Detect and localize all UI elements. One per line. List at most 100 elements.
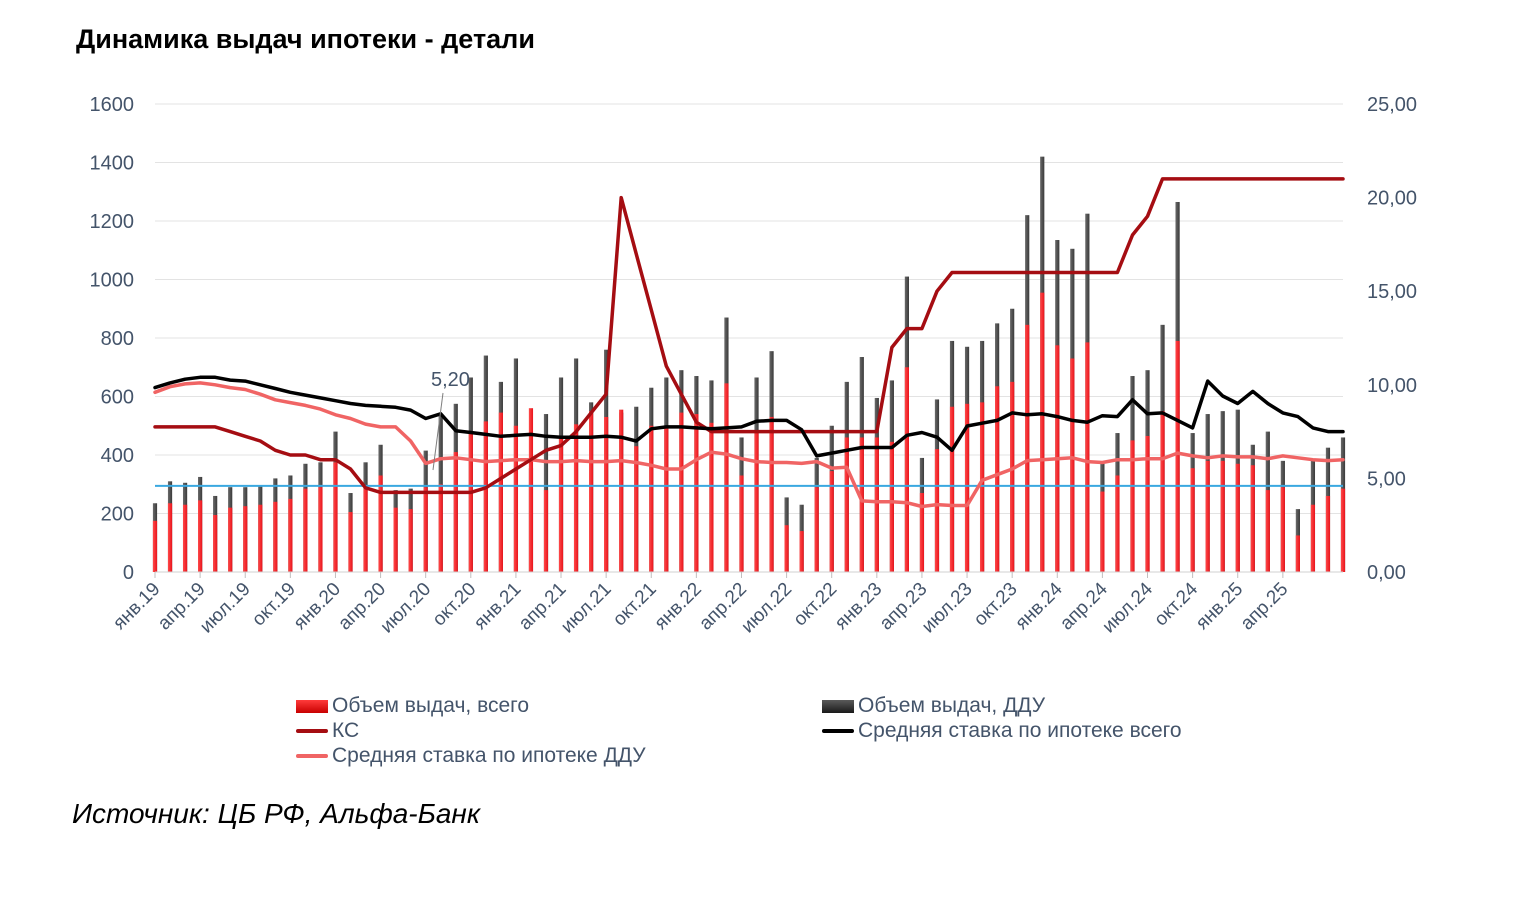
- bar-total: [1175, 340, 1180, 572]
- bar-total: [558, 437, 564, 572]
- bar-total: [724, 383, 729, 572]
- bar-total: [182, 504, 188, 572]
- bar-total: [995, 386, 1000, 572]
- bar-total: [934, 449, 940, 572]
- legend-item-total: Объем выдач, всего: [296, 694, 529, 718]
- bar-total: [483, 421, 488, 572]
- bar-total: [634, 446, 639, 572]
- x-tick-label: янв.20: [290, 579, 345, 634]
- legend-swatch-avg-total: [822, 729, 854, 733]
- y-left-tick-label: 1200: [90, 211, 135, 233]
- legend-item-avg-total: Средняя ставка по ипотеке всего: [822, 719, 1182, 743]
- bar-total: [348, 512, 353, 572]
- bar-total: [919, 493, 925, 572]
- bar-total: [784, 525, 789, 572]
- legend-label-ddu: Объем выдач, ДДУ: [858, 694, 1046, 717]
- y-left-tick-label: 400: [101, 445, 134, 467]
- bar-total: [528, 408, 534, 572]
- y-right-tick-label: 0,00: [1367, 562, 1406, 584]
- bar-total: [979, 402, 985, 572]
- line-ks: [153, 177, 1345, 495]
- bar-total: [167, 503, 173, 572]
- bar-total: [228, 507, 233, 572]
- bar-total: [378, 475, 383, 572]
- bar-total: [874, 437, 879, 572]
- legend-label-avg-ddu: Средняя ставка по ипотеке ДДУ: [332, 744, 646, 767]
- bar-total: [423, 487, 428, 572]
- legend-swatch-total: [296, 699, 328, 713]
- bar-total: [589, 411, 594, 572]
- legend-label-avg-total: Средняя ставка по ипотеке всего: [858, 719, 1182, 742]
- x-tick-label: июл.21: [557, 579, 616, 638]
- x-tick-label: янв.23: [831, 579, 886, 634]
- bar-total: [273, 501, 278, 572]
- y-left-tick-label: 1600: [90, 94, 135, 116]
- y-left-tick-label: 1000: [90, 270, 135, 292]
- bar-total: [1100, 491, 1105, 572]
- bar-total: [1115, 475, 1120, 572]
- annotation: 5,20: [431, 369, 470, 471]
- bar-total: [1160, 411, 1165, 572]
- bar-total: [904, 367, 909, 572]
- x-axis: янв.19апр.19июл.19окт.19янв.20апр.20июл.…: [109, 571, 1343, 638]
- bars-ddu: [152, 156, 1346, 573]
- legend-item-avg-ddu: Средняя ставка по ипотеке ДДУ: [296, 744, 646, 768]
- y-left-tick-label: 1400: [90, 153, 135, 175]
- bar-total: [769, 416, 774, 572]
- bar-total: [1340, 488, 1346, 572]
- bar-total: [619, 409, 624, 572]
- x-tick-label: янв.19: [109, 579, 164, 634]
- bar-total: [754, 431, 759, 572]
- y-right-tick-label: 10,00: [1367, 375, 1417, 397]
- y-right-tick-label: 20,00: [1367, 188, 1417, 210]
- bar-total: [1325, 495, 1331, 572]
- bar-total: [498, 412, 503, 572]
- bar-total: [604, 416, 609, 572]
- bar-total: [1280, 487, 1285, 572]
- y-right-tick-label: 15,00: [1367, 281, 1417, 303]
- bar-total: [739, 475, 744, 572]
- bar-total: [1130, 440, 1135, 572]
- x-tick-label: июл.23: [918, 579, 977, 638]
- legend-swatch-avg-ddu: [296, 754, 328, 758]
- bar-total: [664, 425, 669, 572]
- bar-total: [1145, 435, 1150, 572]
- y-right-tick-label: 25,00: [1367, 94, 1417, 116]
- bar-total: [1025, 324, 1030, 572]
- bar-total: [438, 484, 443, 572]
- y-axis-left: 0 200 400 600 800 1000 1200 1400 1600: [90, 94, 135, 584]
- x-tick-label: июл.20: [377, 579, 436, 638]
- bar-total: [859, 437, 864, 572]
- bar-total: [198, 500, 203, 572]
- legend-item-ddu: Объем выдач, ДДУ: [822, 694, 1045, 718]
- bar-total: [1070, 358, 1075, 572]
- bar-total: [814, 487, 819, 572]
- x-tick-label: июл.22: [737, 579, 796, 638]
- bar-total: [889, 441, 894, 572]
- bar-total: [1190, 468, 1195, 572]
- bar-total: [213, 514, 218, 572]
- bar-total: [573, 424, 579, 572]
- line-avg-total: [153, 375, 1345, 458]
- bars-total: [152, 292, 1346, 572]
- bar-total: [408, 509, 413, 572]
- bar-total: [1250, 465, 1255, 572]
- bar-total: [844, 437, 849, 572]
- chart-title: Динамика выдач ипотеки - детали: [76, 24, 535, 54]
- x-tick-label: янв.21: [470, 579, 525, 634]
- bar-total: [829, 471, 834, 572]
- y-axis-right: 0,00 5,00 10,00 15,00 20,00 25,00: [1367, 94, 1417, 584]
- x-tick-label: июл.24: [1098, 578, 1157, 637]
- annotation-leader: [432, 392, 444, 471]
- y-left-tick-label: 800: [101, 328, 134, 350]
- y-left-tick-label: 200: [101, 504, 134, 526]
- bar-total: [1205, 460, 1210, 572]
- annotation-label: 5,20: [431, 369, 470, 391]
- line-avg-ddu: [153, 381, 1345, 509]
- bar-total: [288, 498, 293, 572]
- x-tick-label: апр.25: [1237, 579, 1293, 635]
- bar-total: [1010, 381, 1015, 572]
- legend-item-ks: КС: [296, 719, 359, 743]
- grid-lines: [155, 103, 1343, 514]
- legend-swatch-ks: [296, 729, 328, 733]
